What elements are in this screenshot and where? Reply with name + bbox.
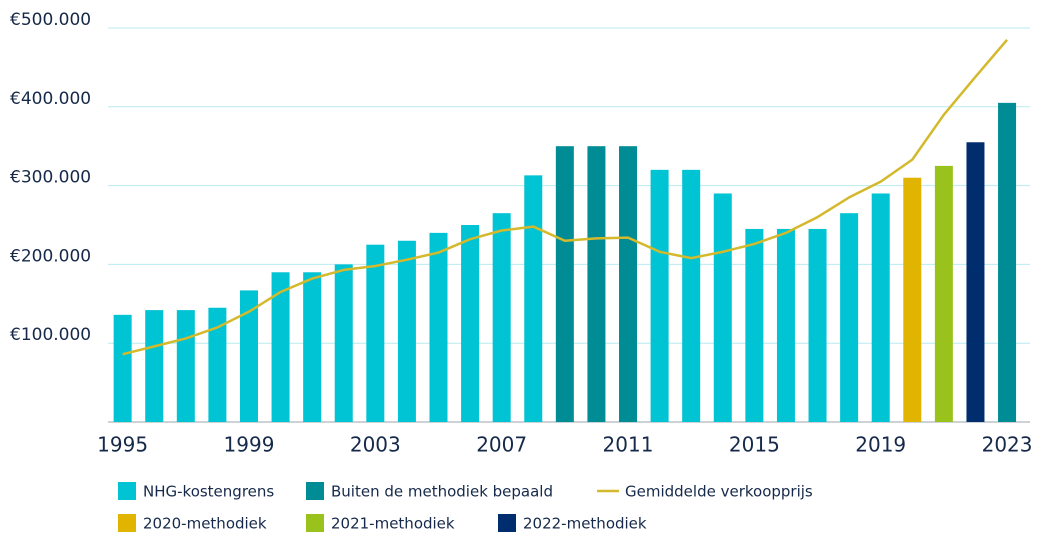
bar (682, 169, 701, 422)
y-tick-label: €200.000 (10, 246, 91, 266)
bar (208, 307, 227, 422)
bar (871, 193, 890, 422)
bar (397, 240, 416, 422)
bar (271, 272, 290, 422)
legend-label: 2020-methodiek (143, 515, 267, 533)
x-tick-label: 2023 (982, 433, 1033, 457)
bar (808, 228, 827, 422)
bar (745, 228, 764, 422)
legend-swatch (306, 482, 324, 500)
bar (492, 213, 511, 422)
line (122, 39, 1009, 356)
bar (366, 244, 385, 422)
y-tick-label: €300.000 (10, 168, 91, 188)
legend-swatch (306, 514, 324, 532)
y-tick-label: €100.000 (10, 325, 91, 345)
bar (303, 272, 322, 422)
legend-label: 2022-methodiek (523, 515, 647, 533)
bar (934, 165, 953, 422)
x-tick-label: 1995 (97, 433, 148, 457)
y-tick-label: €500.000 (10, 10, 91, 30)
bar (587, 146, 606, 422)
bar (113, 314, 132, 422)
bar (524, 175, 543, 422)
legend-label: 2021-methodiek (331, 515, 455, 533)
x-tick-label: 2019 (855, 433, 906, 457)
bar (998, 102, 1017, 423)
legend-swatch (118, 514, 136, 532)
bar (555, 146, 574, 422)
bar (903, 177, 922, 422)
legend-swatch (118, 482, 136, 500)
bar (429, 232, 448, 422)
bar (650, 169, 669, 422)
legend-label: Gemiddelde verkoopprijs (625, 483, 813, 501)
x-tick-label: 1999 (224, 433, 275, 457)
bar (966, 142, 985, 422)
bar (461, 225, 480, 422)
legend-label: Buiten de methodiek bepaald (331, 483, 553, 501)
bar (840, 213, 859, 422)
bar (619, 146, 638, 422)
x-tick-label: 2015 (729, 433, 780, 457)
y-tick-label: €400.000 (10, 89, 91, 109)
legend-swatch (498, 514, 516, 532)
x-tick-label: 2007 (476, 433, 527, 457)
bar (776, 228, 795, 422)
bar (239, 290, 258, 422)
bar (334, 264, 353, 422)
bar (145, 310, 164, 422)
bar (176, 310, 195, 422)
x-tick-label: 2003 (350, 433, 401, 457)
bar (713, 193, 732, 422)
legend-label: NHG-kostengrens (143, 483, 274, 501)
x-tick-label: 2011 (603, 433, 654, 457)
